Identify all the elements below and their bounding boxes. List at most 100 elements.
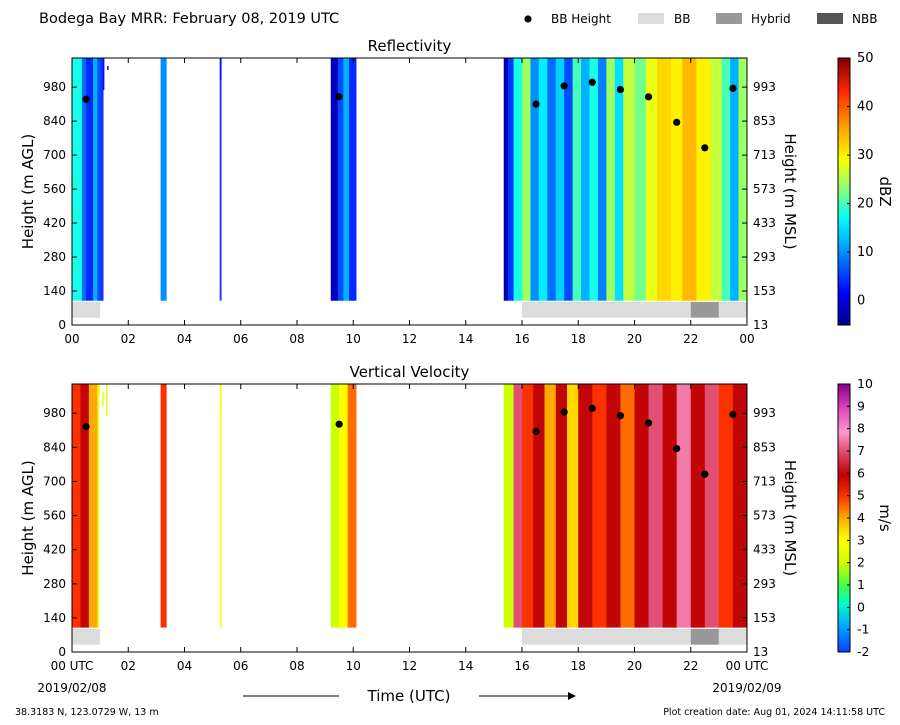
x-tick-label: 02 xyxy=(121,332,136,346)
x-tick-label: 16 xyxy=(514,332,529,346)
colorbar-tick-label: 8 xyxy=(857,421,865,436)
y-tick-label-right: 153 xyxy=(753,284,776,298)
data-column xyxy=(648,384,664,628)
bb-type-bar xyxy=(72,628,747,645)
y-tick-label: 700 xyxy=(43,474,66,488)
x-tick-label: 00 xyxy=(64,332,79,346)
data-column xyxy=(690,384,706,628)
bb-height-dot xyxy=(588,404,596,412)
data-column xyxy=(589,58,599,301)
y-tick-label: 560 xyxy=(43,509,66,523)
bb-height-dot xyxy=(644,93,653,101)
bb-height-dot xyxy=(673,118,681,126)
data-column xyxy=(657,58,672,301)
bb-height-markers xyxy=(82,404,737,478)
x-tick-label: 10 xyxy=(346,332,361,346)
y-axis-label-right: Height (m MSL) xyxy=(781,133,799,249)
x-tick-label: 08 xyxy=(289,332,304,346)
bb-type-segment xyxy=(690,301,719,318)
data-column xyxy=(72,384,81,628)
panel-title: Vertical Velocity xyxy=(350,363,470,381)
y-axis-label-right: Height (m MSL) xyxy=(781,460,799,576)
y-axis-label: Height (m AGL) xyxy=(19,460,37,575)
y-tick-label: 280 xyxy=(43,250,66,264)
colorbar-tick-label: -1 xyxy=(857,622,869,637)
colorbar-tick-label: 2 xyxy=(857,555,865,570)
data-column xyxy=(503,58,509,301)
y-tick-label-right: 13 xyxy=(753,318,768,332)
data-column xyxy=(160,58,167,301)
data-column xyxy=(721,58,731,301)
bb-height-dot xyxy=(82,423,90,431)
x-tick-label: 22 xyxy=(683,659,698,673)
y-tick-label-right: 573 xyxy=(753,182,776,196)
x-tick-label: 18 xyxy=(571,659,586,673)
y-tick-label: 140 xyxy=(43,284,66,298)
data-column xyxy=(718,384,734,628)
y-tick-label-right: 853 xyxy=(753,440,776,454)
data-column xyxy=(597,58,607,301)
bb-type-bar xyxy=(72,301,747,318)
data-column xyxy=(507,58,514,301)
data-column xyxy=(676,384,692,628)
bb-height-dot xyxy=(560,408,568,416)
bb-height-dot xyxy=(729,410,737,419)
colorbar-tick-label: -2 xyxy=(857,644,869,659)
bb-height-dot xyxy=(82,95,90,103)
x-axis-label: Time (UTC) xyxy=(367,687,451,705)
data-column xyxy=(349,58,357,301)
data-column xyxy=(555,58,565,301)
bb-height-dot xyxy=(532,427,540,436)
x-tick-label: 00 xyxy=(739,332,754,346)
colorbar-tick-label: 7 xyxy=(857,443,865,458)
bb-height-dot xyxy=(701,144,709,152)
x-tick-label: 22 xyxy=(683,332,698,346)
data-column xyxy=(645,58,658,301)
x-tick-label: 12 xyxy=(402,332,417,346)
data-column xyxy=(662,384,678,628)
y-tick-label-right: 153 xyxy=(753,611,776,625)
data-column xyxy=(671,58,683,301)
data-column xyxy=(503,384,514,628)
bb-type-segment xyxy=(718,628,747,645)
y-tick-label: 140 xyxy=(43,611,66,625)
y-tick-label: 280 xyxy=(43,577,66,591)
data-column xyxy=(339,384,349,628)
bb-height-markers xyxy=(82,78,737,152)
x-tick-label: 18 xyxy=(571,332,586,346)
legend-bb-height-dot xyxy=(524,15,532,23)
y-tick-label: 840 xyxy=(43,114,66,128)
y-tick-label-right: 573 xyxy=(753,509,776,523)
colorbar-tick-label: 20 xyxy=(857,197,874,212)
creation-date-label: Plot creation date: Aug 01, 2024 14:11:5… xyxy=(663,707,885,718)
y-tick-label: 420 xyxy=(43,543,66,557)
legend: BB Height BB Hybrid NBB xyxy=(524,12,877,26)
bb-type-segment xyxy=(690,628,719,645)
y-tick-label-right: 293 xyxy=(753,250,776,264)
bb-type-segment xyxy=(72,301,101,318)
data-column xyxy=(704,384,720,628)
legend-swatch-hybrid xyxy=(716,13,742,24)
bb-height-dot xyxy=(335,93,343,101)
y-tick-label: 840 xyxy=(43,440,66,454)
data-column xyxy=(572,58,582,301)
bb-type-segment xyxy=(522,628,691,645)
colorbar-tick-label: 0 xyxy=(857,294,865,309)
data-column xyxy=(343,58,350,301)
data-column xyxy=(88,384,98,628)
data-column xyxy=(530,58,540,301)
colorbar-tick-label: 10 xyxy=(857,245,874,260)
data-column xyxy=(72,58,83,301)
x-tick-label: 00 UTC xyxy=(51,659,94,673)
legend-swatch-bb xyxy=(638,13,664,24)
y-tick-label-right: 853 xyxy=(753,114,776,128)
data-column xyxy=(623,58,635,301)
data-column xyxy=(337,58,344,301)
data-column xyxy=(614,58,624,301)
data-column xyxy=(330,384,340,628)
data-column xyxy=(101,58,104,301)
data-column xyxy=(522,384,534,628)
colorbar-tick-label: 6 xyxy=(857,465,865,480)
y-tick-label-right: 713 xyxy=(753,474,776,488)
